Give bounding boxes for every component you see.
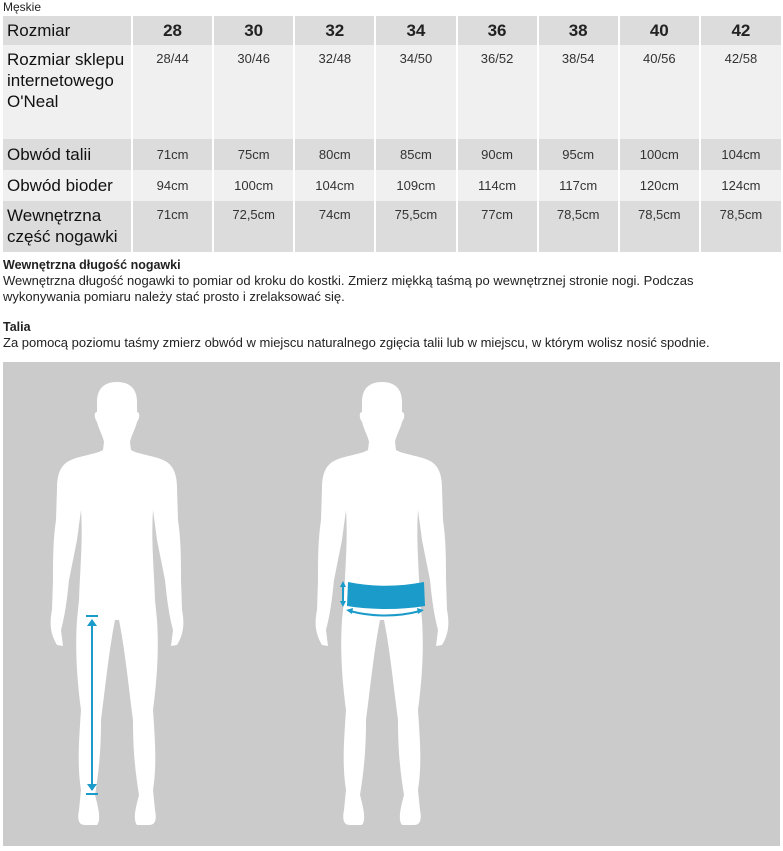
table-cell: 40/56: [617, 45, 700, 139]
body-silhouette-icon: [50, 382, 184, 825]
table-cell: 104cm: [293, 170, 376, 201]
table-cell: 100cm: [212, 170, 295, 201]
table-cell: 78,5cm: [698, 201, 781, 252]
table-cell: 78,5cm: [617, 201, 700, 252]
size-header-30: 30: [212, 16, 295, 45]
waist-arrows-icon: [340, 581, 424, 617]
section-caption: Męskie: [3, 0, 42, 14]
table-cell: 104cm: [698, 139, 781, 170]
table-cell: 28/44: [130, 45, 214, 139]
table-cell: 75cm: [212, 139, 295, 170]
table-cell: 42/58: [698, 45, 781, 139]
table-cell: 71cm: [130, 201, 214, 252]
table-cell: 38/54: [536, 45, 619, 139]
table-cell: 78,5cm: [536, 201, 619, 252]
table-cell: 114cm: [455, 170, 538, 201]
figure-inseam: [50, 382, 184, 825]
table-cell: 72,5cm: [212, 201, 295, 252]
table-row: Wewnętrzna część nogawki 71cm 72,5cm 74cm 75…: [3, 201, 781, 252]
table-cell: 75,5cm: [374, 201, 457, 252]
size-header-38: 38: [536, 16, 619, 45]
table-cell: 90cm: [455, 139, 538, 170]
table-cell: 71cm: [130, 139, 214, 170]
note-title-waist: Talia: [3, 320, 31, 334]
table-cell: 94cm: [130, 170, 214, 201]
table-cell: 36/52: [455, 45, 538, 139]
table-cell: 100cm: [617, 139, 700, 170]
waist-band-icon: [347, 582, 425, 609]
table-cell: 85cm: [374, 139, 457, 170]
size-header-34: 34: [374, 16, 457, 45]
table-cell: 77cm: [455, 201, 538, 252]
row-label: Wewnętrzna część nogawki: [3, 201, 132, 252]
table-header-row: Rozmiar 28 30 32 34 36 38 40 42: [3, 16, 781, 45]
measurement-notes: Wewnętrzna długość nogawki Wewnętrzna dł…: [3, 257, 773, 365]
size-header-28: 28: [130, 16, 214, 45]
inseam-arrow-icon: [86, 615, 98, 795]
size-header-32: 32: [293, 16, 376, 45]
table-cell: 80cm: [293, 139, 376, 170]
table-cell: 34/50: [374, 45, 457, 139]
table-cell: 120cm: [617, 170, 700, 201]
note-text-waist: Za pomocą poziomu taśmy zmierz obwód w m…: [3, 335, 710, 350]
figure-waist: [315, 382, 449, 825]
table-cell: 95cm: [536, 139, 619, 170]
illustration-svg: [50, 382, 449, 825]
size-header-36: 36: [455, 16, 538, 45]
measurement-illustration: [3, 362, 780, 846]
header-label: Rozmiar: [3, 16, 132, 45]
table-row: Rozmiar sklepu internetowego O'Neal 28/44…: [3, 45, 781, 139]
table-cell: 32/48: [293, 45, 376, 139]
table-row: Obwód talii 71cm 75cm 80cm 85cm 90cm 95cm 100cm…: [3, 139, 781, 170]
size-header-42: 42: [698, 16, 781, 45]
table-row: Obwód bioder 94cm 100cm 104cm 109cm 114cm 117c…: [3, 170, 781, 201]
row-label: Obwód talii: [3, 139, 132, 170]
row-label: Rozmiar sklepu internetowego O'Neal: [3, 45, 132, 139]
note-title-inseam: Wewnętrzna długość nogawki: [3, 258, 181, 272]
note-text-inseam: Wewnętrzna długość nogawki to pomiar od …: [3, 273, 694, 304]
table-cell: 109cm: [374, 170, 457, 201]
table-cell: 74cm: [293, 201, 376, 252]
table-cell: 30/46: [212, 45, 295, 139]
size-header-40: 40: [617, 16, 700, 45]
row-label: Obwód bioder: [3, 170, 132, 201]
table-cell: 117cm: [536, 170, 619, 201]
size-table: Rozmiar 28 30 32 34 36 38 40 42 Rozmiar sklepu …: [3, 16, 781, 252]
table-cell: 124cm: [698, 170, 781, 201]
